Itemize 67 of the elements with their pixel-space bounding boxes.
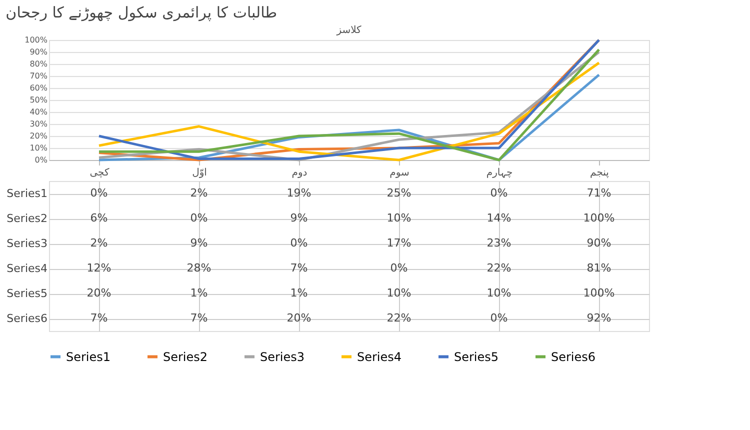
- text: Series2: [6, 212, 48, 225]
- legend-label: Series4: [357, 350, 402, 364]
- data-label: 0%: [90, 186, 108, 200]
- legend-label: Series3: [260, 350, 305, 364]
- x-tick-label: اوّل: [192, 168, 207, 178]
- y-tick-label: 60%: [30, 84, 48, 92]
- y-tick-label: 70%: [30, 72, 48, 80]
- data-label: 17%: [386, 236, 412, 250]
- data-label: 1%: [190, 286, 208, 300]
- text: Series5: [6, 287, 48, 300]
- x-tick-label: دوم: [292, 168, 308, 178]
- data-label: 7%: [90, 312, 108, 324]
- data-label: 1%: [290, 286, 308, 300]
- data-label: 19%: [286, 186, 312, 200]
- y-tick-label: 80%: [30, 60, 48, 68]
- data-label: 71%: [586, 186, 612, 200]
- data-label: 10%: [386, 212, 412, 224]
- data-label: 0%: [490, 186, 508, 200]
- data-label: 0%: [390, 262, 408, 274]
- data-label: 92%: [586, 312, 612, 324]
- data-label: 100%: [583, 212, 615, 224]
- data-label: 10%: [386, 286, 412, 300]
- data-label: 22%: [386, 312, 412, 324]
- data-label: 20%: [86, 286, 112, 300]
- data-label: 0%: [490, 312, 508, 324]
- data-label: 9%: [190, 236, 208, 250]
- y-tick-label: 30%: [30, 120, 48, 128]
- y-tick-label: 40%: [30, 108, 48, 116]
- data-label: 28%: [186, 262, 212, 274]
- text: Series6: [6, 312, 48, 325]
- data-label: 0%: [290, 236, 308, 250]
- data-label: 14%: [486, 212, 512, 224]
- data-label: 2%: [190, 186, 208, 200]
- data-label: 22%: [486, 262, 512, 274]
- legend-label: Series5: [454, 350, 499, 364]
- data-label: 0%: [190, 212, 208, 224]
- x-axis-title: کلاسز: [336, 25, 362, 36]
- data-label: 10%: [486, 286, 512, 300]
- x-tick-label: چہارم: [486, 168, 513, 178]
- y-tick-label: 90%: [30, 48, 48, 56]
- x-tick-label: کچی: [90, 168, 110, 178]
- data-label: 6%: [90, 212, 108, 224]
- data-label: 90%: [586, 236, 612, 250]
- legend-label: Series1: [66, 350, 111, 364]
- data-label: 7%: [190, 312, 208, 324]
- x-tick-label: سوم: [390, 168, 410, 178]
- legend-label: Series6: [551, 350, 596, 364]
- text: Series1: [6, 187, 48, 200]
- legend-label: Series2: [163, 350, 208, 364]
- data-label: 25%: [386, 186, 412, 200]
- text: Series3: [6, 237, 48, 250]
- x-tick-label: پنجم: [590, 168, 610, 178]
- chart-title: طالبات کا پرائمری سکول چھوڑنے کا رجحان: [6, 4, 278, 22]
- text: Series4: [6, 262, 48, 275]
- y-tick-label: 50%: [30, 96, 48, 104]
- data-label: 7%: [290, 262, 308, 274]
- data-label: 23%: [486, 236, 512, 250]
- y-tick-label: 100%: [24, 36, 48, 44]
- data-label: 2%: [90, 236, 108, 250]
- y-tick-label: 0%: [34, 156, 48, 164]
- data-label: 12%: [86, 262, 112, 274]
- data-label: 81%: [586, 262, 612, 274]
- y-tick-label: 10%: [30, 144, 48, 152]
- data-label: 9%: [290, 212, 308, 224]
- data-label: 20%: [286, 312, 312, 324]
- data-label: 100%: [583, 286, 615, 300]
- y-tick-label: 20%: [30, 132, 48, 140]
